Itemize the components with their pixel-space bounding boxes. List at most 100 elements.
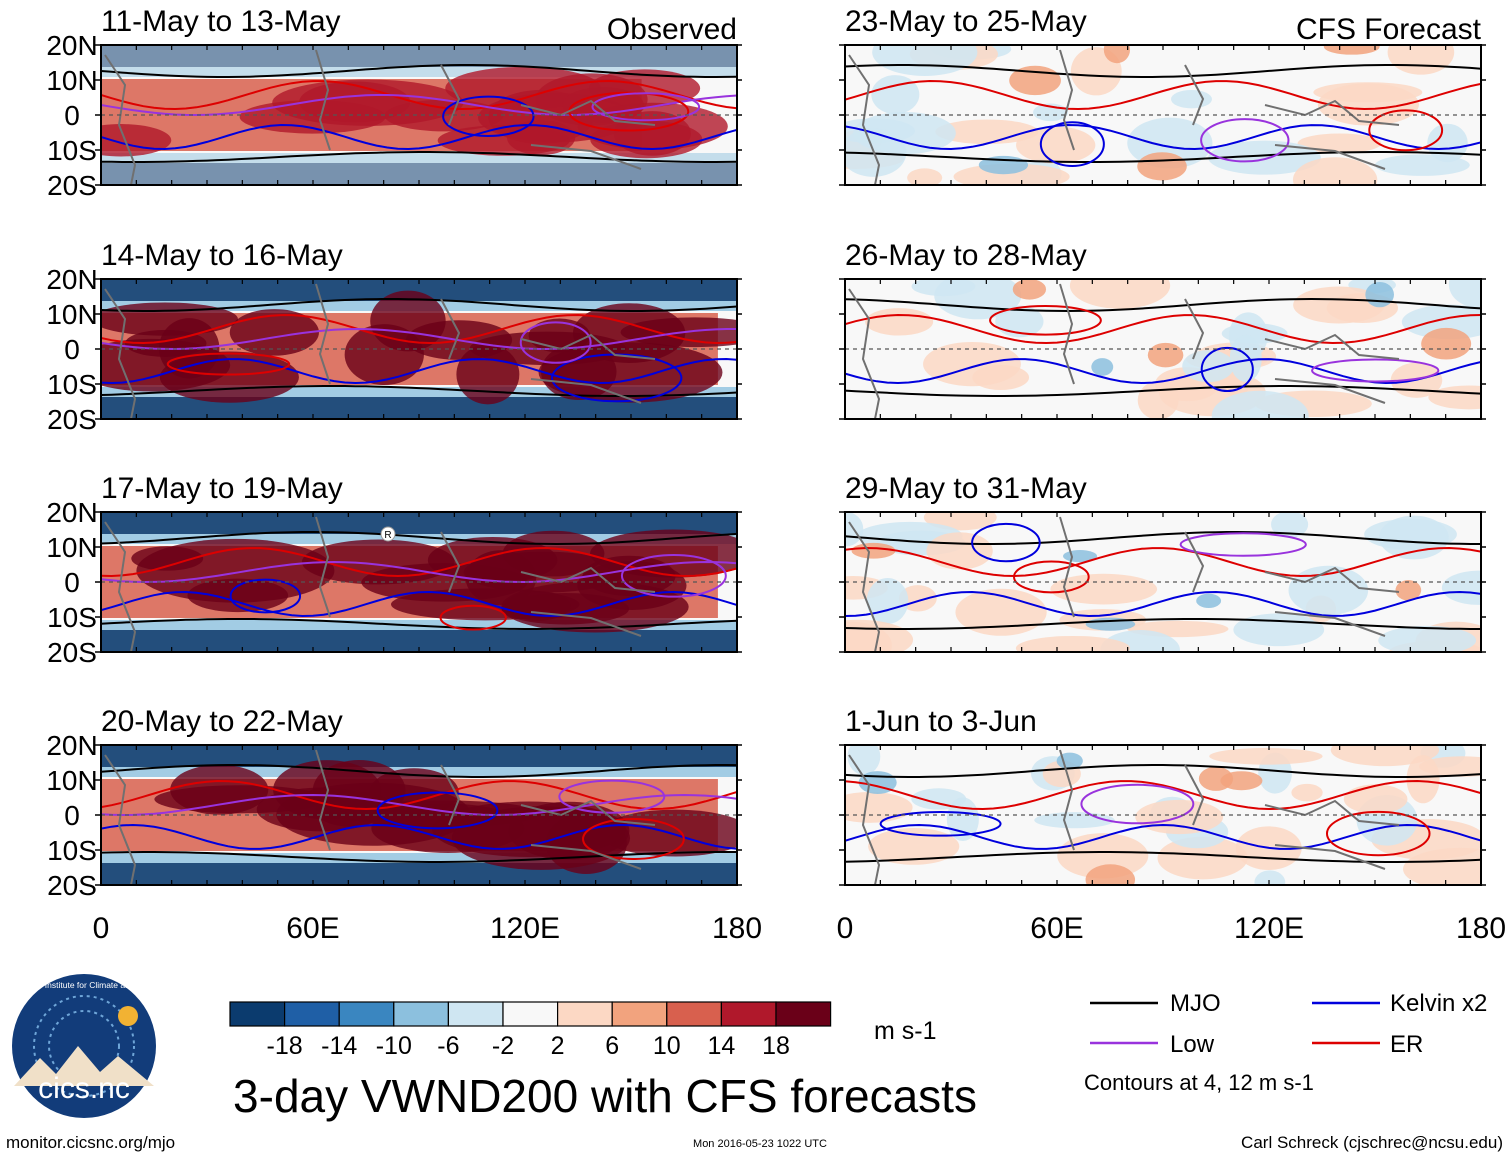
contour-line (845, 297, 1481, 313)
anomaly-blob (1401, 304, 1481, 340)
contour-loop (989, 304, 1102, 336)
anomaly-blob (1198, 766, 1234, 791)
contour-line (845, 590, 1481, 618)
coastline (104, 283, 656, 419)
colorbar-tick: -2 (492, 1032, 514, 1060)
coastline (104, 749, 656, 885)
band-north (101, 745, 737, 767)
contour-line (845, 123, 1481, 151)
map-panel: 23-May to 25-May CFS Forecast (839, 5, 1486, 186)
legend-note: Contours at 4, 12 m s-1 (1084, 1070, 1314, 1095)
contour-line (101, 313, 737, 345)
contour-loop (229, 578, 302, 614)
anomaly-blob (1015, 635, 1131, 652)
anomaly-blob (1069, 279, 1171, 309)
anomaly-blob (1378, 515, 1449, 560)
panel-title: 11-May to 13-May (101, 5, 341, 38)
anomaly-blob (1208, 140, 1321, 175)
band-north (101, 512, 737, 534)
anomaly-blob (1012, 279, 1047, 300)
colorbar-tick: -18 (267, 1032, 303, 1060)
anomaly-blob (1406, 755, 1440, 804)
panel-field (845, 745, 1481, 885)
anomaly-blob (1016, 126, 1096, 164)
contour-line (845, 546, 1481, 578)
contour-line (101, 64, 737, 78)
map-panel: 1-Jun to 3-Jun (839, 705, 1486, 886)
panel-title: 17-May to 19-May (101, 472, 343, 505)
lat-label: 20N (46, 30, 97, 61)
lat-label: 20S (47, 637, 97, 668)
anomaly-blob (1343, 784, 1408, 814)
footer-author: Carl Schreck (cjschrec@ncsu.edu) (1241, 1133, 1503, 1152)
anomaly-blob (1157, 836, 1248, 880)
logo-ring (33, 995, 135, 1097)
contour-line (101, 618, 737, 630)
contour-line (845, 851, 1481, 863)
band-north (101, 45, 737, 67)
contour-line (845, 823, 1481, 850)
lon-label: 180 (1456, 912, 1506, 945)
contour-loop (558, 779, 666, 814)
anomaly-blob (590, 120, 703, 159)
panel-field (101, 279, 737, 419)
panel-title: 1-Jun to 3-Jun (845, 705, 1037, 738)
anomaly-blob (370, 290, 446, 352)
logo-mountains (14, 1046, 154, 1086)
marker-r: R (380, 526, 396, 542)
lon-label: 60E (286, 912, 339, 945)
legend-label-low: Low (1170, 1031, 1215, 1058)
logo-sun (118, 1006, 138, 1026)
lat-label: 0 (64, 100, 80, 131)
contour-loop (1179, 532, 1307, 557)
map-panel: 20N 10N 0 10S 20S 20-May to 22-May (46, 705, 742, 901)
panel-tag: Observed (607, 13, 737, 46)
anomaly-blob (1421, 327, 1472, 360)
anomaly-blob (1323, 45, 1380, 55)
anomaly-blob (926, 532, 993, 570)
lat-label: 20S (47, 404, 97, 435)
anomaly-blob (1292, 157, 1378, 185)
anomaly-blob (995, 305, 1044, 338)
panel-title: 20-May to 22-May (101, 705, 343, 738)
lat-label: 10N (46, 299, 97, 330)
anomaly-blob (1428, 385, 1481, 410)
contour-line (101, 327, 737, 351)
lat-label: 0 (64, 334, 80, 365)
contour-line (101, 298, 737, 312)
contour-loop (439, 604, 507, 631)
colorbar-tick: 10 (653, 1032, 681, 1060)
footer-timestamp: Mon 2016-05-23 1022 UTC (693, 1138, 827, 1150)
anomaly-blob (1387, 45, 1455, 75)
contour-loop (582, 818, 685, 860)
panel-field (845, 279, 1481, 419)
anomaly-blob (1137, 152, 1187, 181)
contour-line (101, 79, 737, 111)
lat-label: 20N (46, 497, 97, 528)
colorbar-swatch (447, 1001, 504, 1027)
colorbar-swatch (284, 1001, 340, 1027)
contour-line (101, 560, 737, 584)
colorbar-swatch (393, 1001, 449, 1027)
marker-r-label: R (384, 530, 391, 541)
anomaly-blob (437, 125, 570, 156)
anomaly-blob (865, 308, 934, 336)
map-panel: 26-May to 28-May (839, 239, 1486, 420)
band-south-light (101, 153, 737, 163)
contour-loop (1080, 783, 1195, 825)
contour-line (101, 779, 737, 811)
anomaly-blob (101, 338, 231, 392)
anomaly-blob (868, 827, 960, 865)
anomaly-blob (1211, 390, 1309, 419)
panel-field (101, 45, 737, 185)
contour-loop (1039, 121, 1105, 167)
band-south (101, 630, 737, 652)
colorbar-swatch (229, 1001, 286, 1027)
contour-line (101, 851, 737, 863)
anomaly-blob (1137, 381, 1179, 419)
anomaly-blob (1293, 286, 1385, 324)
lon-label: 60E (1030, 912, 1083, 945)
colorbar-tick: 2 (551, 1032, 565, 1060)
coastline (104, 49, 656, 185)
contour-line (845, 385, 1481, 397)
